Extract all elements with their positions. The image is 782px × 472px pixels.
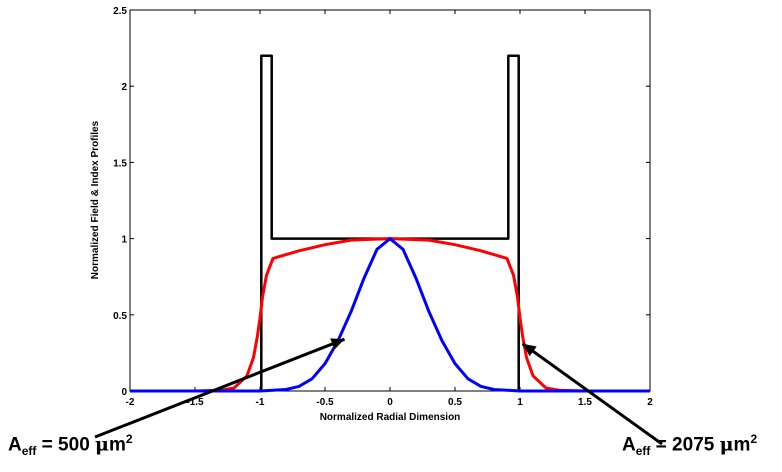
annotation-base: A [8, 434, 22, 456]
x-tick-label: 0.5 [448, 397, 462, 408]
annotation-arrow-head [330, 338, 345, 350]
annotation-sub: eff [21, 444, 37, 459]
annotation-unit: m [733, 434, 751, 456]
x-tick-label: -0.5 [316, 397, 334, 408]
annotation-aeff-2075: Aeff = 2075 μm2 [622, 432, 757, 458]
x-tick-label: -2 [126, 397, 135, 408]
annotation-sub: eff [635, 444, 651, 459]
annotation-mu: μ [95, 433, 109, 456]
annotation-base: A [622, 434, 636, 456]
annotation-text: = 2075 [650, 434, 720, 456]
annotation-arrow-shaft [94, 337, 346, 439]
x-tick-label: 1.5 [578, 397, 592, 408]
y-tick-label: 0 [121, 387, 127, 398]
x-tick-label: -1.5 [186, 397, 204, 408]
fundamental-mode-blue-line [130, 237, 650, 393]
annotation-sup: 2 [125, 432, 133, 446]
annotation-unit: m [108, 434, 126, 456]
annotation-aeff-500: Aeff = 500 μm2 [8, 432, 133, 458]
x-tick-label: -1 [256, 397, 265, 408]
y-tick-label: 2.5 [113, 6, 127, 17]
x-tick-label: 1 [517, 397, 523, 408]
annotation-arrows [94, 337, 663, 446]
annotation-mu: μ [719, 433, 734, 456]
x-axis-ticks: -2 -1.5 -1 -0.5 0 0.5 1 1.5 2 [126, 10, 653, 408]
y-tick-label: 2 [121, 82, 127, 93]
series-layer [130, 54, 650, 393]
y-axis-label: Normalized Field & Index Profiles [90, 120, 101, 279]
x-axis-label: Normalized Radial Dimension [320, 412, 461, 423]
x-tick-label: 2 [647, 397, 653, 408]
y-tick-label: 1.5 [113, 158, 127, 169]
y-tick-label: 1 [121, 235, 127, 246]
annotation-text: = 500 [36, 434, 96, 456]
y-tick-label: 0.5 [113, 311, 127, 322]
annotation-arrow-shaft [521, 342, 663, 446]
x-tick-label: 0 [387, 397, 393, 408]
annotation-sup: 2 [750, 432, 758, 446]
annotation-arrow-head [522, 343, 537, 357]
plot-area [129, 9, 651, 392]
